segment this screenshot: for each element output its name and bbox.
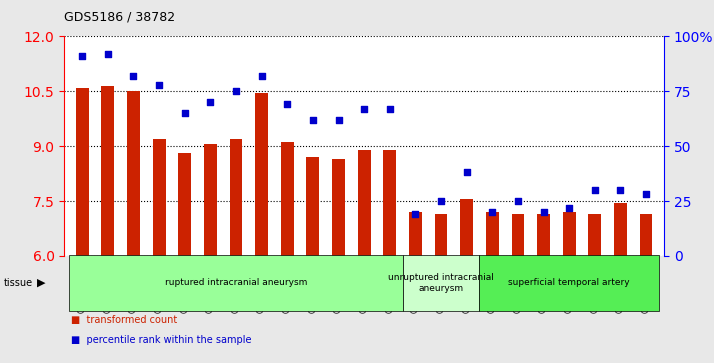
Point xyxy=(333,117,344,123)
Point xyxy=(76,53,88,59)
Bar xyxy=(76,87,89,256)
Bar xyxy=(281,142,293,256)
Bar xyxy=(614,203,627,256)
Bar xyxy=(461,199,473,256)
Bar xyxy=(306,157,319,256)
Text: tissue: tissue xyxy=(4,278,33,288)
Bar xyxy=(409,212,422,256)
Bar xyxy=(563,212,575,256)
Text: ▶: ▶ xyxy=(37,278,46,288)
Point xyxy=(231,88,242,94)
Text: ■  percentile rank within the sample: ■ percentile rank within the sample xyxy=(71,335,252,344)
Point xyxy=(410,211,421,217)
Bar xyxy=(230,139,242,256)
Bar xyxy=(69,255,403,311)
Bar xyxy=(537,214,550,256)
Point xyxy=(179,110,191,116)
Point xyxy=(461,170,473,175)
Bar xyxy=(101,86,114,256)
Point xyxy=(486,209,498,215)
Point xyxy=(512,198,523,204)
Point xyxy=(256,73,267,79)
Bar xyxy=(486,212,498,256)
Point xyxy=(436,198,447,204)
Point xyxy=(589,187,600,193)
Point xyxy=(615,187,626,193)
Point xyxy=(307,117,318,123)
Bar xyxy=(403,255,480,311)
Bar xyxy=(588,214,601,256)
Bar xyxy=(435,214,448,256)
Point xyxy=(281,102,293,107)
Bar xyxy=(332,159,345,256)
Bar xyxy=(127,91,140,256)
Point xyxy=(205,99,216,105)
Point xyxy=(563,205,575,211)
Bar xyxy=(358,150,371,256)
Bar xyxy=(640,214,653,256)
Text: superficial temporal artery: superficial temporal artery xyxy=(508,278,630,287)
Text: unruptured intracranial
aneurysm: unruptured intracranial aneurysm xyxy=(388,273,494,293)
Text: ■  transformed count: ■ transformed count xyxy=(71,315,178,325)
Point xyxy=(538,209,549,215)
Text: GDS5186 / 38782: GDS5186 / 38782 xyxy=(64,11,176,24)
Text: ruptured intracranial aneurysm: ruptured intracranial aneurysm xyxy=(165,278,307,287)
Bar xyxy=(255,93,268,256)
Bar xyxy=(511,214,524,256)
Point xyxy=(154,82,165,87)
Bar xyxy=(204,144,217,256)
Bar xyxy=(383,150,396,256)
Bar xyxy=(480,255,659,311)
Point xyxy=(640,192,652,197)
Point xyxy=(128,73,139,79)
Point xyxy=(384,106,396,112)
Bar xyxy=(178,154,191,256)
Point xyxy=(102,51,114,57)
Point xyxy=(358,106,370,112)
Bar xyxy=(153,139,166,256)
